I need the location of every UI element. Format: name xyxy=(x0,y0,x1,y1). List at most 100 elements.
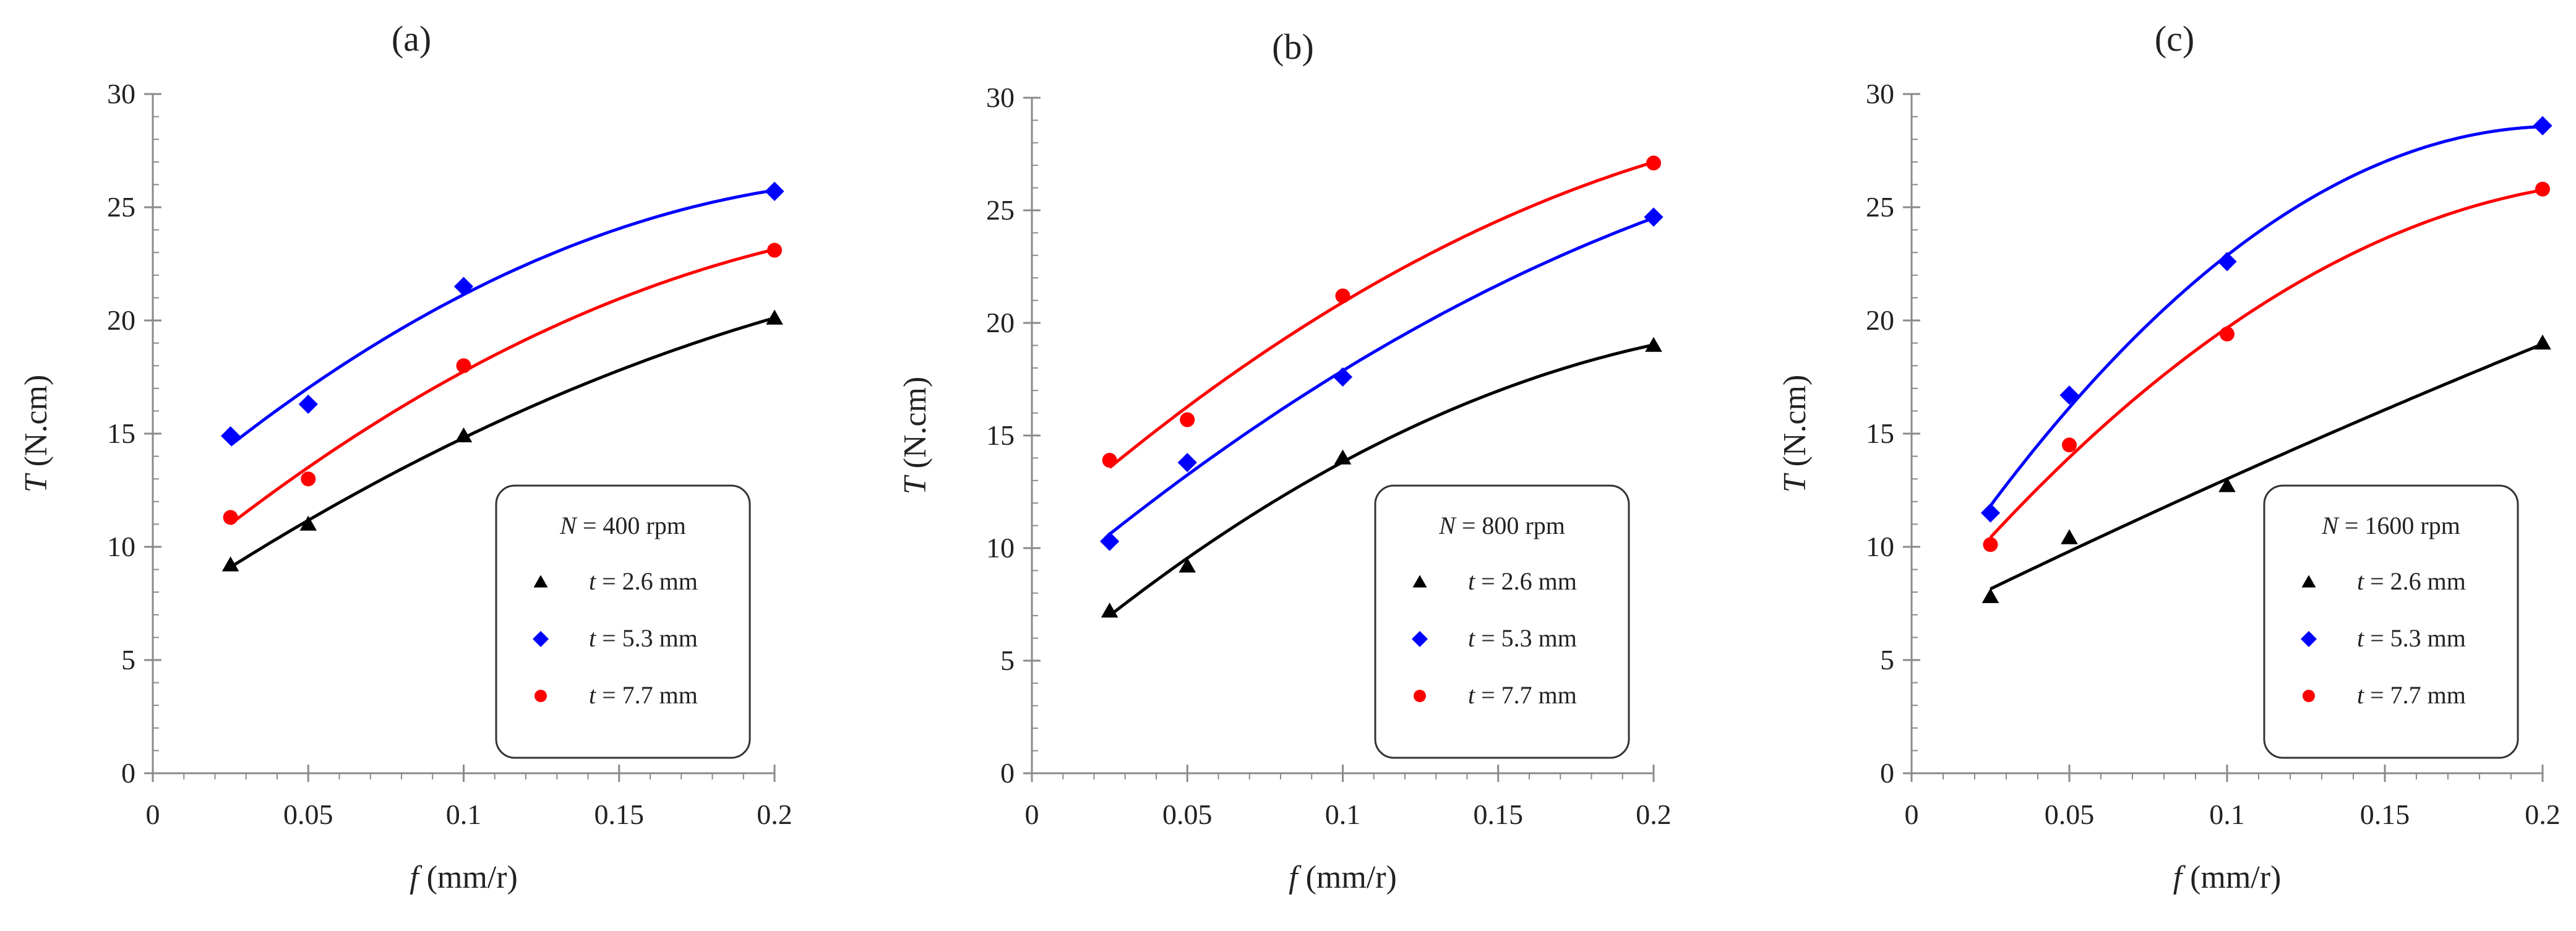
legend-entry-var: t xyxy=(589,681,596,709)
legend-entry-rest: = 5.3 mm xyxy=(596,624,698,652)
legend-marker-circle xyxy=(535,690,547,702)
legend-header-var: N xyxy=(1438,512,1457,539)
data-point-triangle xyxy=(2534,334,2551,350)
data-point-triangle xyxy=(2218,477,2236,492)
data-point-circle xyxy=(1646,155,1661,171)
legend-entry-label: t = 5.3 mm xyxy=(2357,624,2466,652)
legend-header-rest: = 400 rpm xyxy=(577,512,686,539)
data-point-circle xyxy=(1102,453,1117,468)
legend-entry-rest: = 7.7 mm xyxy=(596,681,698,709)
x-tick-label: 0.15 xyxy=(2360,799,2410,830)
x-tick-label: 0.15 xyxy=(1474,799,1524,830)
y-axis-title-var: T xyxy=(19,473,54,492)
data-point-diamond xyxy=(2533,116,2552,135)
y-axis-title: T (N.cm) xyxy=(1777,375,1813,493)
legend-header-rest: = 800 rpm xyxy=(1456,512,1565,539)
legend-entry-var: t xyxy=(1468,681,1475,709)
y-tick-label: 20 xyxy=(1866,304,1894,336)
x-tick-label: 0.2 xyxy=(1636,799,1672,830)
legend-entry-var: t xyxy=(1468,624,1475,652)
legend-entry-label: t = 2.6 mm xyxy=(589,567,698,595)
fit-line-26 xyxy=(1990,342,2543,591)
legend-box xyxy=(495,484,751,759)
legend-header-var: N xyxy=(2321,512,2340,539)
data-point-triangle xyxy=(1981,588,1999,603)
x-axis-title: f (mm/r) xyxy=(2173,860,2282,895)
x-tick-label: 0.15 xyxy=(595,799,645,830)
x-axis-title-unit: (mm/r) xyxy=(1298,860,1397,895)
y-tick-label: 5 xyxy=(1880,644,1894,676)
fit-line-77 xyxy=(1989,188,2543,539)
y-tick-label: 20 xyxy=(986,307,1015,338)
legend-marker-diamond xyxy=(533,631,549,647)
data-point-diamond xyxy=(1100,531,1120,551)
y-tick-label: 0 xyxy=(121,757,135,789)
legend-marker-circle xyxy=(1414,690,1426,702)
x-tick-label: 0.05 xyxy=(2045,799,2095,830)
x-tick-label: 0.2 xyxy=(2525,799,2561,830)
data-point-circle xyxy=(1983,537,1998,552)
legend-marker-triangle xyxy=(2301,575,2316,588)
y-tick-label: 5 xyxy=(1000,645,1015,676)
x-tick-label: 0.05 xyxy=(283,799,333,830)
x-tick-label: 0.1 xyxy=(446,799,482,830)
y-tick-label: 15 xyxy=(107,418,135,449)
legend-entry-var: t xyxy=(2357,681,2364,709)
y-tick-label: 0 xyxy=(1880,757,1894,789)
fit-line-53 xyxy=(230,189,775,447)
y-axis-title-unit: (N.cm) xyxy=(1777,375,1813,475)
panel-title: (a) xyxy=(392,19,431,59)
y-tick-label: 30 xyxy=(107,78,135,109)
y-tick-label: 25 xyxy=(1866,191,1894,223)
y-tick-label: 15 xyxy=(1866,418,1894,449)
legend-header: N = 1600 rpm xyxy=(2321,512,2460,539)
y-axis-title-var: T xyxy=(1777,473,1813,492)
x-axis-title-unit: (mm/r) xyxy=(419,860,518,895)
legend-header-var: N xyxy=(559,512,578,539)
legend-entry-var: t xyxy=(2357,567,2364,595)
legend-entry-label: t = 5.3 mm xyxy=(589,624,698,652)
data-point-triangle xyxy=(1101,603,1118,618)
y-axis-title-var: T xyxy=(898,474,933,494)
data-point-circle xyxy=(1335,288,1350,304)
data-point-circle xyxy=(223,510,238,525)
data-point-diamond xyxy=(453,277,474,296)
data-point-diamond xyxy=(298,394,318,414)
y-tick-label: 10 xyxy=(1866,531,1894,562)
legend-box xyxy=(1374,484,1630,759)
y-tick-label: 5 xyxy=(121,644,135,676)
x-tick-label: 0.05 xyxy=(1162,799,1213,830)
legend-header: N = 400 rpm xyxy=(559,512,686,539)
y-axis-title: T (N.cm) xyxy=(19,375,54,493)
fit-line-53 xyxy=(1109,217,1654,536)
legend-box xyxy=(2263,484,2519,759)
legend-entry-var: t xyxy=(589,567,596,595)
legend-entry-var: t xyxy=(2357,624,2364,652)
fit-line-26 xyxy=(1109,343,1654,617)
data-point-diamond xyxy=(1644,207,1664,227)
x-tick-label: 0 xyxy=(146,799,160,830)
x-tick-label: 0 xyxy=(1025,799,1039,830)
y-axis-title: T (N.cm) xyxy=(898,377,933,495)
fit-line-77 xyxy=(230,247,775,526)
data-point-circle xyxy=(301,471,316,487)
y-tick-label: 15 xyxy=(986,419,1015,451)
legend-entry-rest: = 2.6 mm xyxy=(2364,567,2466,595)
y-tick-label: 0 xyxy=(1000,757,1015,789)
legend-entry-rest: = 7.7 mm xyxy=(1475,681,1577,709)
x-tick-label: 0.1 xyxy=(1325,799,1361,830)
data-point-diamond xyxy=(1980,503,2001,523)
data-point-circle xyxy=(456,358,471,374)
legend-entry-label: t = 7.7 mm xyxy=(1468,681,1577,709)
legend-entry-rest: = 2.6 mm xyxy=(596,567,698,595)
chart-panel-a: (a) 0 5 10 15 20 25 30 0 0.05 0.1 0.15 0.2 f (mm/r) T … xyxy=(19,19,792,895)
legend-entry-rest: = 7.7 mm xyxy=(2364,681,2466,709)
x-axis-title-unit: (mm/r) xyxy=(2182,860,2281,895)
y-tick-label: 10 xyxy=(107,531,135,562)
data-point-diamond xyxy=(1333,367,1353,387)
data-point-triangle xyxy=(1645,337,1662,352)
data-point-circle xyxy=(767,242,782,258)
